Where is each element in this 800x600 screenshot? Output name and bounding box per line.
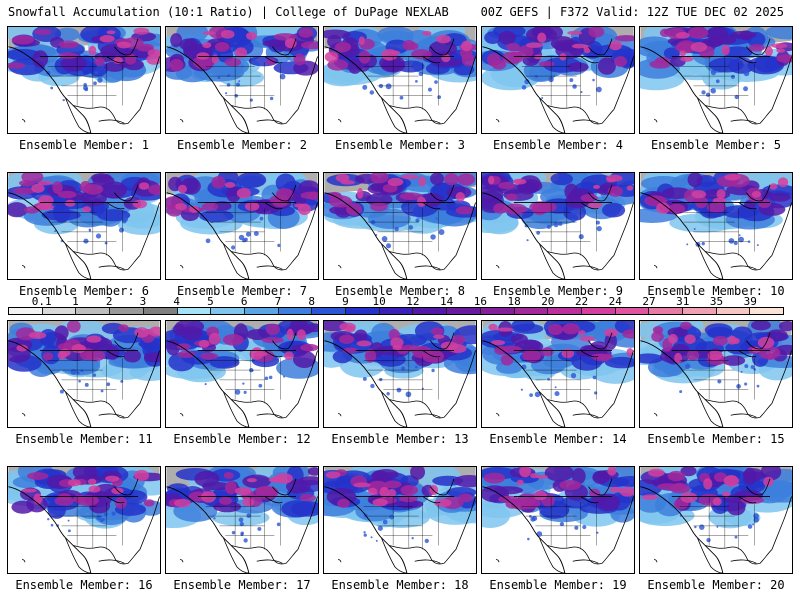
colorbar-swatch [447, 308, 481, 314]
ensemble-member-label: Ensemble Member: 20 [647, 578, 785, 592]
colorbar-swatch [581, 308, 616, 314]
run-valid-time: 00Z GEFS | F372 Valid: 12Z TUE DEC 02 20… [480, 5, 784, 19]
colorbar-tick-label: 3 [139, 295, 147, 308]
ensemble-member-label: Ensemble Member: 8 [334, 284, 466, 298]
ensemble-member-map [481, 172, 635, 280]
ensemble-member-map [165, 26, 319, 134]
colorbar-tick-label: 39 [743, 295, 757, 308]
colorbar-tick-label: 22 [574, 295, 589, 308]
ensemble-member-label: Ensemble Member: 10 [647, 284, 785, 298]
colorbar-tick-label: 12 [406, 295, 420, 308]
ensemble-member-map [639, 466, 793, 574]
ensemble-member-map [481, 26, 635, 134]
colorbar-tick-label: 14 [439, 295, 454, 308]
colorbar-tick-label: 16 [473, 295, 487, 308]
colorbar-tick-label: 6 [240, 295, 248, 308]
ensemble-member-map [323, 466, 477, 574]
ensemble-member-map [165, 172, 319, 280]
ensemble-member-label: Ensemble Member: 16 [15, 578, 153, 592]
ensemble-member-label: Ensemble Member: 6 [18, 284, 150, 298]
ensemble-member-label: Ensemble Member: 13 [331, 432, 469, 446]
colorbar-swatch [177, 308, 212, 314]
ensemble-member-map [323, 26, 477, 134]
colorbar-tick-label: 0.1 [31, 295, 52, 308]
ensemble-member-label: Ensemble Member: 18 [331, 578, 469, 592]
colorbar-swatch [548, 308, 582, 314]
ensemble-member-map [165, 320, 319, 428]
ensemble-member-label: Ensemble Member: 5 [650, 138, 782, 152]
colorbar-tick-label: 1 [72, 295, 79, 308]
colorbar-tick-label: 18 [507, 295, 521, 308]
colorbar-tick-label: 31 [676, 295, 690, 308]
colorbar-tick-label: 20 [541, 295, 555, 308]
ensemble-member-map [7, 466, 161, 574]
ensemble-member-label: Ensemble Member: 1 [18, 138, 150, 152]
ensemble-member-map [481, 466, 635, 574]
colorbar-swatch [379, 308, 414, 314]
ensemble-member-label: Ensemble Member: 11 [15, 432, 153, 446]
colorbar-tick-label: 7 [274, 295, 282, 308]
colorbar-swatch [9, 308, 43, 314]
colorbar-swatch [413, 308, 448, 314]
colorbar-swatch [143, 308, 178, 314]
colorbar-tick-label: 4 [173, 295, 180, 308]
ensemble-member-map [639, 172, 793, 280]
ensemble-member-label: Ensemble Member: 7 [176, 284, 308, 298]
ensemble-member-map [7, 26, 161, 134]
colorbar-tick-label: 9 [342, 295, 349, 308]
colorbar-swatch [683, 308, 717, 314]
colorbar-swatch [615, 308, 650, 314]
colorbar-swatch [76, 308, 111, 314]
ensemble-member-map [7, 320, 161, 428]
ensemble-member-map [639, 320, 793, 428]
colorbar-tick-label: 24 [608, 295, 622, 308]
colorbar-tick-label: 35 [709, 295, 724, 308]
ensemble-member-map [639, 26, 793, 134]
colorbar-tick-label: 8 [308, 295, 315, 308]
header: Snowfall Accumulation (10:1 Ratio) | Col… [0, 0, 800, 22]
snowfall-colorbar [8, 307, 784, 315]
ensemble-member-map [323, 320, 477, 428]
colorbar-swatch [278, 308, 313, 314]
colorbar-swatch [312, 308, 347, 314]
ensemble-member-label: Ensemble Member: 2 [176, 138, 308, 152]
colorbar-tick-label: 2 [105, 295, 113, 308]
colorbar-swatch [244, 308, 279, 314]
ensemble-member-label: Ensemble Member: 3 [334, 138, 466, 152]
ensemble-member-label: Ensemble Member: 19 [489, 578, 627, 592]
colorbar-swatch [649, 308, 684, 314]
colorbar-labels: 0.1 1 2 3 4 5 6 7 8 9 10 12 14 16 18 20 22 24 27 31 35 39 [8, 295, 784, 308]
colorbar-tick-label: 5 [207, 295, 214, 308]
colorbar-swatch [110, 308, 144, 314]
colorbar-swatch [514, 308, 549, 314]
ensemble-member-label: Ensemble Member: 14 [489, 432, 627, 446]
ensemble-member-map [481, 320, 635, 428]
ensemble-member-label: Ensemble Member: 17 [173, 578, 311, 592]
ensemble-member-map [323, 172, 477, 280]
ensemble-member-map [7, 172, 161, 280]
colorbar-tick-label: 27 [642, 295, 656, 308]
colorbar-tick-label: 10 [372, 295, 386, 308]
colorbar-swatch [750, 308, 784, 314]
colorbar-swatch [211, 308, 245, 314]
colorbar-swatch [716, 308, 751, 314]
ensemble-member-label: Ensemble Member: 15 [647, 432, 785, 446]
ensemble-member-label: Ensemble Member: 9 [492, 284, 624, 298]
ensemble-member-label: Ensemble Member: 4 [492, 138, 624, 152]
map-title: Snowfall Accumulation (10:1 Ratio) | Col… [8, 5, 449, 19]
ensemble-member-map [165, 466, 319, 574]
ensemble-member-label: Ensemble Member: 12 [173, 432, 311, 446]
colorbar-swatch [480, 308, 515, 314]
colorbar-swatch [346, 308, 380, 314]
colorbar-swatch [42, 308, 77, 314]
